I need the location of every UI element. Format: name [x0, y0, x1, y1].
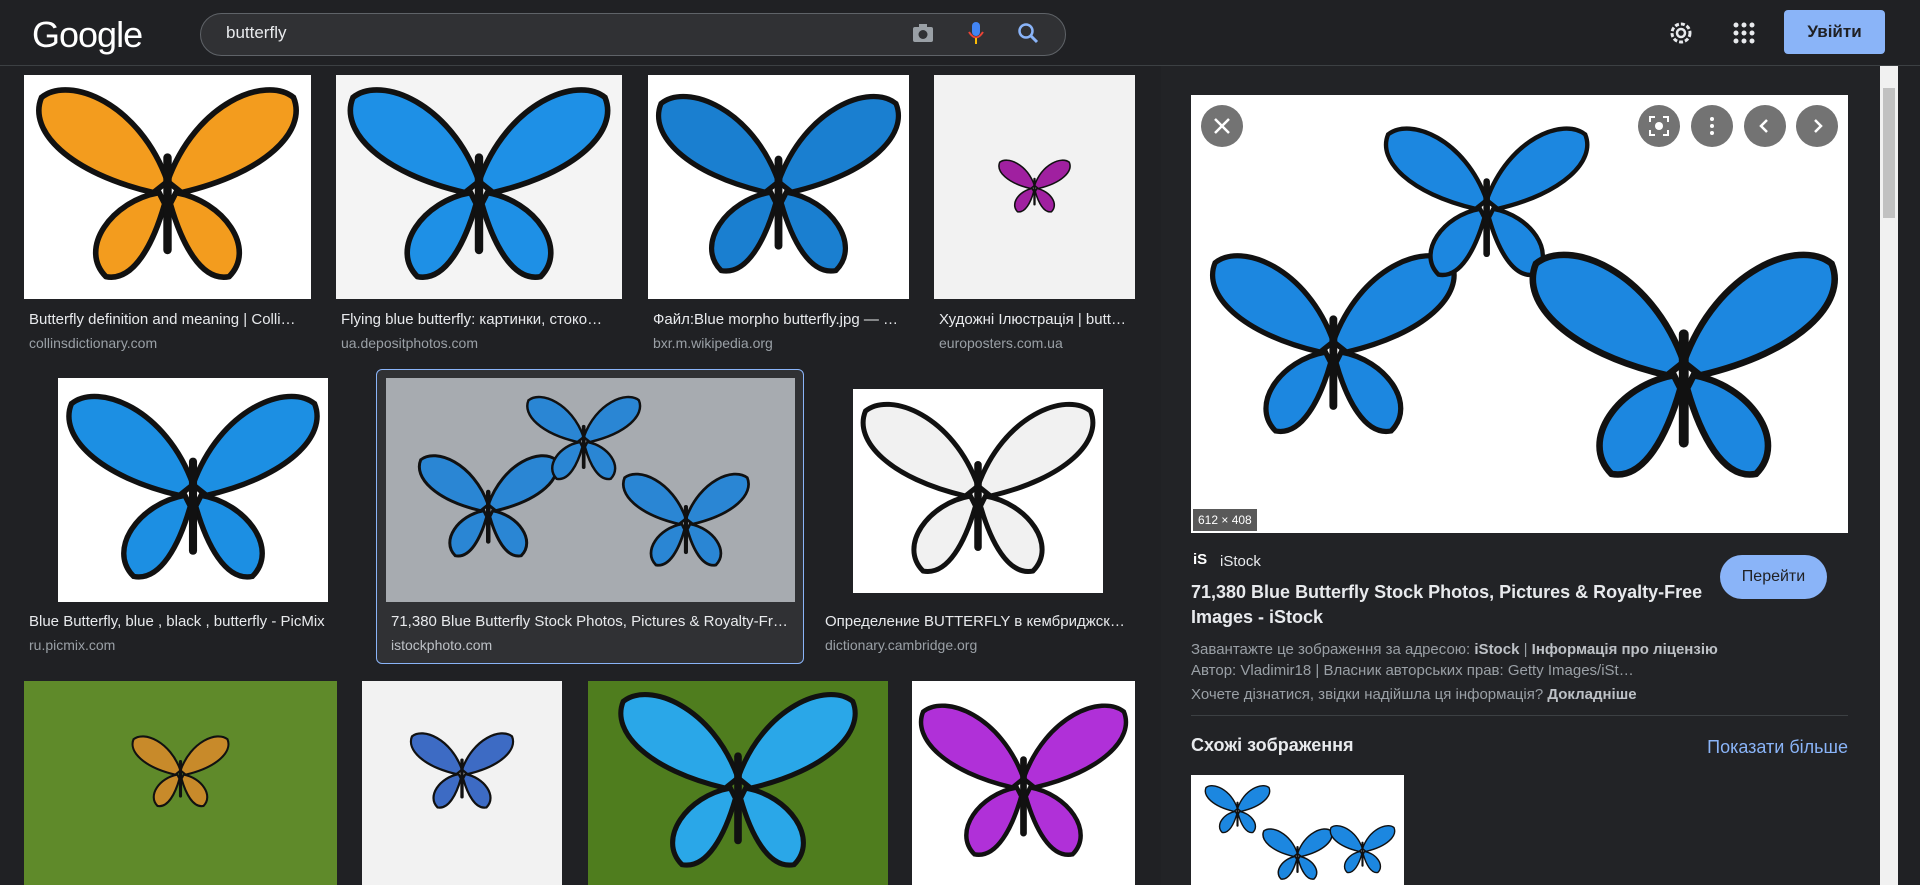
mic-icon[interactable]: [968, 21, 984, 45]
thumbnail[interactable]: [386, 378, 795, 602]
download-line: Завантажте це зображення за адресою: iSt…: [1191, 641, 1718, 658]
result-source[interactable]: ua.depositphotos.com: [341, 335, 478, 351]
thumbnail[interactable]: [362, 681, 562, 885]
image: [588, 681, 888, 885]
info-line: Хочете дізнатися, звідки надійшла ця інф…: [1191, 686, 1637, 703]
info-link[interactable]: Докладніше: [1547, 686, 1637, 703]
source-name[interactable]: iStock: [1220, 553, 1261, 570]
settings-icon[interactable]: [1668, 20, 1694, 46]
prev-button[interactable]: [1744, 105, 1786, 147]
result-source[interactable]: bxr.m.wikipedia.org: [653, 335, 773, 351]
lens-button[interactable]: [1638, 105, 1680, 147]
result-source[interactable]: collinsdictionary.com: [29, 335, 158, 351]
more-link[interactable]: Показати більше: [1707, 737, 1848, 757]
text: Завантажте це зображення за адресою:: [1191, 641, 1471, 658]
result-source[interactable]: europosters.com.ua: [939, 335, 1063, 351]
result-title[interactable]: Butterfly definition and meaning | Colli…: [29, 311, 296, 328]
thumbnail[interactable]: [58, 378, 328, 602]
result-title[interactable]: Flying blue butterfly: картинки, стоко…: [341, 311, 603, 328]
logo[interactable]: Google: [32, 14, 143, 55]
visit-button[interactable]: Перейти: [1720, 555, 1827, 599]
thumbnail[interactable]: [648, 75, 909, 299]
search-query[interactable]: butterfly: [226, 23, 287, 42]
link[interactable]: iStock: [1474, 641, 1520, 658]
divider: [1191, 715, 1848, 716]
image: [336, 75, 622, 299]
image: [1204, 784, 1396, 880]
thumbnail[interactable]: [853, 389, 1103, 593]
thumbnail[interactable]: [24, 75, 311, 299]
search-icon[interactable]: [1017, 22, 1039, 44]
result-title[interactable]: Определение BUTTERFLY в кембриджск…: [825, 613, 1125, 630]
camera-icon[interactable]: [912, 23, 934, 43]
image: [853, 389, 1103, 593]
apps-icon[interactable]: [1733, 22, 1755, 44]
image-size: 612 × 408: [1193, 509, 1257, 531]
author-line: Автор: Vladimir18 | Власник авторських п…: [1191, 662, 1634, 679]
result-title[interactable]: Файл:Blue morpho butterfly.jpg — …: [653, 311, 899, 328]
result-source[interactable]: ru.picmix.com: [29, 637, 116, 653]
thumbnail[interactable]: [588, 681, 888, 885]
search-box[interactable]: [200, 13, 1066, 56]
image: [409, 732, 515, 809]
result-title[interactable]: 71,380 Blue Butterfly Stock Photos, Pict…: [391, 613, 788, 630]
result-source[interactable]: dictionary.cambridge.org: [825, 637, 978, 653]
separator: |: [1523, 641, 1528, 658]
image: [998, 159, 1071, 213]
license-link[interactable]: Інформація про ліцензію: [1531, 641, 1718, 658]
signin-button[interactable]: Увійти: [1784, 10, 1885, 54]
image: [24, 75, 311, 299]
result-title[interactable]: Blue Butterfly, blue , black , butterfly…: [29, 613, 325, 630]
image: [1191, 95, 1848, 533]
image: [58, 378, 328, 602]
similar-image[interactable]: [1191, 775, 1404, 885]
image: [417, 395, 751, 567]
preview-image[interactable]: [1191, 95, 1848, 533]
more-button[interactable]: [1691, 105, 1733, 147]
source-icon: iS: [1193, 551, 1208, 568]
result-source[interactable]: istockphoto.com: [391, 637, 493, 653]
thumbnail[interactable]: [912, 681, 1135, 885]
image: [648, 75, 909, 299]
next-button[interactable]: [1796, 105, 1838, 147]
thumbnail[interactable]: [24, 681, 337, 885]
thumbnail[interactable]: [934, 75, 1135, 299]
thumbnail[interactable]: [336, 75, 622, 299]
result-title[interactable]: Художні Ілюстрація | butt…: [939, 311, 1126, 328]
image: [912, 681, 1135, 885]
text: Хочете дізнатися, звідки надійшла ця інф…: [1191, 686, 1544, 703]
scrollbar[interactable]: [1880, 66, 1898, 885]
preview-title[interactable]: 71,380 Blue Butterfly Stock Photos, Pict…: [1191, 582, 1703, 627]
image: [131, 735, 230, 808]
scrollbar-thumb[interactable]: [1883, 88, 1895, 218]
similar-heading: Схожі зображення: [1191, 735, 1354, 755]
close-button[interactable]: [1201, 105, 1243, 147]
